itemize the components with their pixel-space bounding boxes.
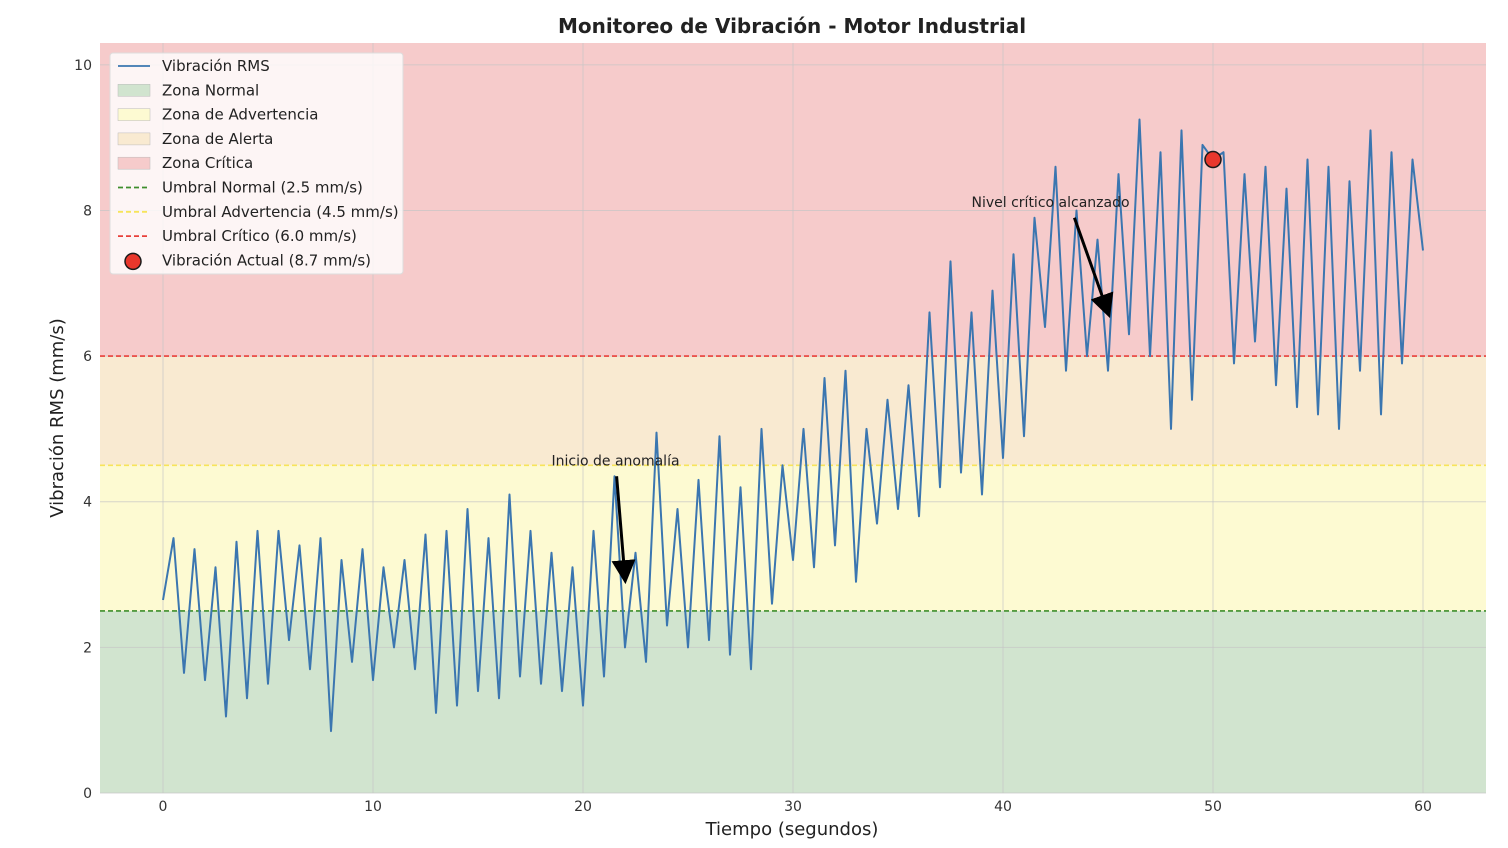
y-tick-label: 10 <box>74 58 92 74</box>
legend-zone-1: Zona de Advertencia <box>117 106 318 124</box>
x-tick-label: 50 <box>1204 799 1222 815</box>
legend-zone-2-label: Zona de Alerta <box>162 130 273 148</box>
x-tick-label: 30 <box>784 799 802 815</box>
x-axis-label: Tiempo (segundos) <box>705 819 879 840</box>
legend-zone-2-swatch <box>117 132 151 146</box>
annotation-text-1: Nivel crítico alcanzado <box>972 195 1130 211</box>
legend-zone-2: Zona de Alerta <box>117 130 273 148</box>
y-tick-label: 8 <box>83 203 92 219</box>
legend-threshold-2-label: Umbral Crítico (6.0 mm/s) <box>162 227 357 245</box>
legend-series-label: Vibración RMS <box>162 57 270 75</box>
legend-current-point-label: Vibración Actual (8.7 mm/s) <box>162 251 371 269</box>
legend-current-point: Vibración Actual (8.7 mm/s) <box>124 251 371 271</box>
legend-threshold-1: Umbral Advertencia (4.5 mm/s) <box>118 203 399 221</box>
y-tick-label: 6 <box>83 349 92 365</box>
x-tick-label: 10 <box>364 799 382 815</box>
legend-threshold-1-label: Umbral Advertencia (4.5 mm/s) <box>162 203 399 221</box>
legend-threshold-0: Umbral Normal (2.5 mm/s) <box>118 179 363 197</box>
current-vibration-marker <box>1204 150 1222 169</box>
y-axis-label: Vibración RMS (mm/s) <box>47 318 68 518</box>
x-tick-label: 40 <box>994 799 1012 815</box>
legend-box <box>109 52 404 275</box>
legend-zone-0: Zona Normal <box>117 81 259 99</box>
legend-zone-0-swatch <box>117 84 151 97</box>
threshold-layer <box>100 355 1486 612</box>
legend-zone-3-swatch <box>117 156 151 170</box>
legend-zone-0-label: Zona Normal <box>162 81 259 99</box>
legend-zone-1-swatch <box>117 108 151 121</box>
x-tick-label: 0 <box>159 799 168 815</box>
annotation-arrow-0 <box>611 476 636 585</box>
annotation-arrow-1 <box>1072 217 1114 319</box>
legend-zone-1-label: Zona de Advertencia <box>162 106 318 124</box>
legend-zone-3: Zona Crítica <box>117 154 253 172</box>
legend-threshold-0-label: Umbral Normal (2.5 mm/s) <box>162 179 363 197</box>
legend-series: Vibración RMS <box>118 57 270 75</box>
annotation-text-0: Inicio de anomalía <box>552 453 680 469</box>
annotation-layer: Inicio de anomalía Nivel crítico alcanzad… <box>552 195 1130 585</box>
series-layer <box>162 118 1424 733</box>
y-tick-label: 4 <box>83 495 92 511</box>
x-tick-label: 60 <box>1414 799 1432 815</box>
y-tick-label: 2 <box>83 640 92 656</box>
ticks-layer: 0 10 20 30 40 50 60 0 2 4 6 8 10 <box>74 58 1432 815</box>
x-tick-label: 20 <box>574 799 592 815</box>
legend-zone-3-label: Zona Crítica <box>162 154 253 172</box>
legend: Vibración RMS Zona Normal Zona de Adverten… <box>109 52 404 275</box>
y-tick-label: 0 <box>83 786 92 802</box>
chart-title: Monitoreo de Vibración - Motor Industria… <box>558 14 1026 38</box>
legend-current-point-swatch <box>124 252 142 271</box>
legend-threshold-2: Umbral Crítico (6.0 mm/s) <box>118 227 357 245</box>
